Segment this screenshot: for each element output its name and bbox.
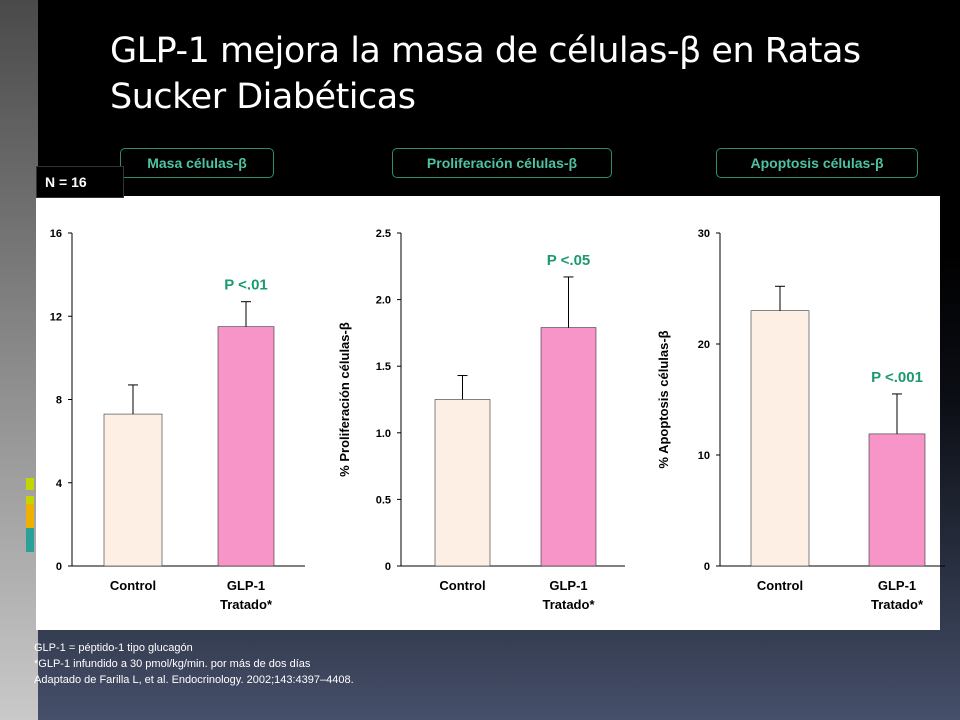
bar-2-0 [750, 310, 810, 567]
category-label-0-1-1: Tratado* [220, 597, 273, 612]
accent-block-orange [26, 504, 34, 528]
slide-title: GLP-1 mejora la masa de células-β en Rat… [110, 31, 861, 117]
y-tick-label-1-3: 1.5 [376, 361, 391, 373]
y-tick-label-2-2: 20 [698, 339, 710, 351]
footnotes: GLP-1 = péptido-1 tipo glucagón *GLP-1 i… [34, 640, 634, 688]
y-tick-label-0-2: 8 [56, 395, 62, 407]
sample-size-label: N = 16 [36, 166, 124, 198]
footnote-line-2: *GLP-1 infundido a 30 pmol/kg/min. por m… [34, 658, 311, 670]
y-axis-label-2: % Apoptosis células-β [656, 330, 671, 468]
y-tick-label-2-0: 0 [704, 561, 710, 573]
side-decoration-strip [0, 0, 38, 720]
category-label-1-1-0: GLP-1 [549, 578, 587, 593]
y-tick-label-1-0: 0 [385, 561, 391, 573]
category-label-0-0-0: Control [110, 578, 156, 593]
y-tick-label-0-3: 12 [50, 311, 62, 323]
bar-0-0 [103, 413, 163, 567]
y-axis-label-1: % Proliferación células-β [337, 322, 352, 477]
y-tick-label-2-3: 30 [698, 228, 710, 240]
p-value-annotation-1: P <.05 [547, 252, 591, 269]
category-label-2-1-1: Tratado* [871, 597, 924, 612]
y-tick-label-1-1: 0.5 [376, 494, 391, 506]
bar-2-1 [868, 433, 926, 567]
y-tick-label-1-2: 1.0 [376, 428, 391, 440]
category-label-1-1-1: Tratado* [542, 597, 595, 612]
y-tick-label-1-5: 2.5 [376, 228, 391, 240]
accent-block-green [26, 478, 34, 490]
category-label-2-0-0: Control [757, 578, 803, 593]
bar-1-1 [540, 327, 597, 567]
y-tick-label-2-1: 10 [698, 450, 710, 462]
y-tick-label-0-0: 0 [56, 561, 62, 573]
accent-block-teal [26, 528, 34, 552]
y-tick-label-0-1: 4 [56, 478, 63, 490]
panel-label-apoptosis: Apoptosis células-β [716, 148, 918, 178]
category-label-1-0-0: Control [439, 578, 485, 593]
y-tick-label-0-4: 16 [50, 228, 62, 240]
bar-0-1 [217, 326, 275, 567]
panel-label-proliferacion: Proliferación células-β [392, 148, 612, 178]
category-label-0-1-0: GLP-1 [227, 578, 265, 593]
category-label-2-1-0: GLP-1 [878, 578, 916, 593]
accent-block-green-2 [26, 496, 34, 506]
y-tick-label-1-4: 2.0 [376, 295, 391, 307]
p-value-annotation-2: P <.001 [871, 369, 923, 386]
bar-1-0 [434, 399, 491, 567]
p-value-annotation-0: P <.01 [224, 277, 268, 294]
footnote-line-3: Adaptado de Farilla L, et al. Endocrinol… [34, 674, 354, 686]
footnote-line-1: GLP-1 = péptido-1 tipo glucagón [34, 642, 193, 654]
panel-label-masa: Masa células-β [120, 148, 274, 178]
